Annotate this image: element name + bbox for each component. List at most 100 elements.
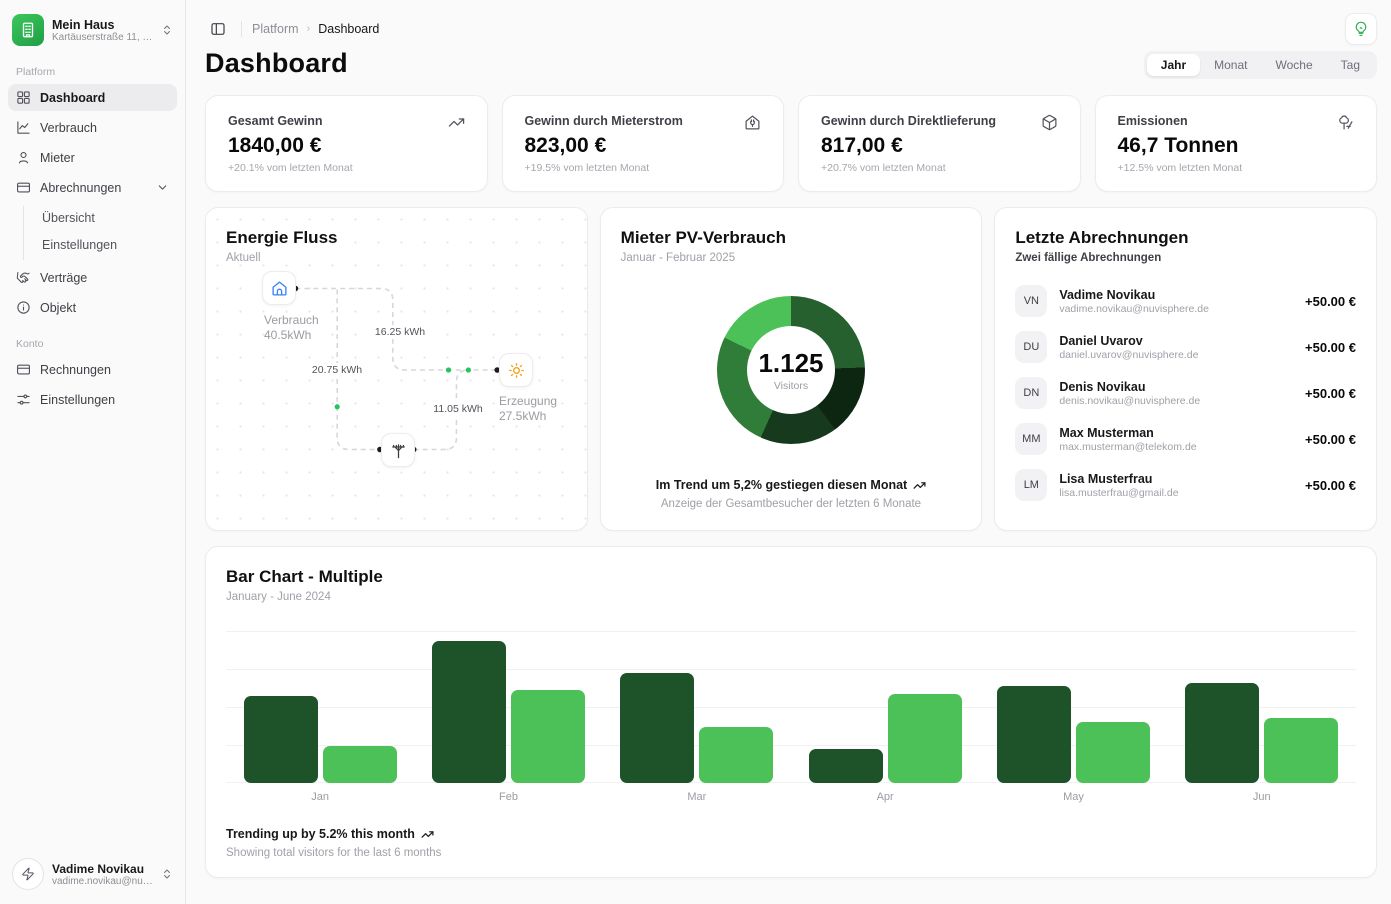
chevron-right-icon: › xyxy=(306,23,311,35)
tab-tag[interactable]: Tag xyxy=(1340,58,1360,72)
stat-value: 823,00 € xyxy=(524,134,607,157)
bar-desktop[interactable] xyxy=(243,696,318,783)
sidebar-subitem-einstellungen[interactable]: Einstellungen xyxy=(36,233,177,257)
breadcrumb: Platform › Dashboard xyxy=(252,22,379,36)
bar-desktop[interactable] xyxy=(996,685,1071,783)
generation-label: Erzeugung 27.5kWh xyxy=(499,394,558,423)
main-content: Platform › Dashboard Dashboard Jahr Mona… xyxy=(186,0,1391,904)
stat-change: +19.5% vom letzten Monat xyxy=(524,162,650,174)
generation-node[interactable] xyxy=(499,353,533,387)
energy-flow-diagram: Verbrauch 40.5kWh Erzeugung 27.5kWh 16.2… xyxy=(206,208,587,530)
stat-title: Gesamt Gewinn xyxy=(228,114,323,128)
grid-node[interactable] xyxy=(381,433,415,467)
consumption-node[interactable] xyxy=(262,271,296,305)
user-meta: Vadime Novikau vadime.novikau@nuvispher.… xyxy=(52,862,153,887)
stat-card-mieterstrom: Gewinn durch Mieterstrom 823,00 € +19.5%… xyxy=(501,95,784,192)
billing-name: Vadime Novikau xyxy=(1059,287,1156,302)
trending-up-icon xyxy=(913,479,926,492)
pv-footer-bold: Im Trend um 5,2% gestiegen diesen Monat xyxy=(655,478,908,492)
stat-change: +20.1% vom letzten Monat xyxy=(228,162,353,174)
edge-label-house-sun: 16.25 kWh xyxy=(370,325,430,339)
bar-group-jan xyxy=(243,631,397,783)
pv-card-subtitle: Januar - Februar 2025 xyxy=(620,252,736,264)
billing-amount: +50.00 € xyxy=(1305,477,1356,493)
donut-chart[interactable]: 1.125 Visitors xyxy=(716,296,865,444)
topbar-divider xyxy=(241,21,242,37)
eco-mode-button[interactable] xyxy=(1345,13,1377,45)
sidebar-item-label: Übersicht xyxy=(42,211,95,225)
bar-desktop[interactable] xyxy=(620,672,695,783)
tab-monat[interactable]: Monat xyxy=(1214,58,1248,72)
edge-label-house-grid: 20.75 kWh xyxy=(307,363,367,377)
dashboard-grid-icon xyxy=(16,90,31,105)
sidebar-item-verbrauch[interactable]: Verbrauch xyxy=(8,114,177,141)
sidebar-item-objekt[interactable]: Objekt xyxy=(8,294,177,321)
avatar: MM xyxy=(1015,423,1048,455)
pv-consumption-card: Mieter PV-Verbrauch Januar - Februar 202… xyxy=(599,207,983,531)
bar-mobile[interactable] xyxy=(510,689,585,783)
bar-desktop[interactable] xyxy=(1185,683,1260,783)
stat-title: Gewinn durch Direktlieferung xyxy=(821,114,997,128)
billing-row[interactable]: LM Lisa Musterfrau lisa.musterfrau@gmail… xyxy=(1015,462,1356,508)
tab-jahr[interactable]: Jahr xyxy=(1146,54,1201,76)
sidebar-item-label: Einstellungen xyxy=(40,392,116,407)
bar-chart-plot xyxy=(226,631,1356,783)
sidebar-subitem-uebersicht[interactable]: Übersicht xyxy=(36,206,177,230)
billing-email: vadime.novikau@nuvisphere.de xyxy=(1059,302,1209,315)
bar-mobile[interactable] xyxy=(322,745,397,783)
title-row: Dashboard Jahr Monat Woche Tag xyxy=(205,48,1377,79)
topbar: Platform › Dashboard xyxy=(205,13,1377,45)
bar-chart-subtitle: January - June 2024 xyxy=(226,591,331,603)
avatar: DN xyxy=(1015,377,1048,409)
building-icon xyxy=(12,14,44,46)
billing-amount: +50.00 € xyxy=(1305,293,1356,309)
sidebar-item-vertraege[interactable]: Verträge xyxy=(8,264,177,291)
chevrons-up-down-icon xyxy=(161,24,173,36)
month-label: Mar xyxy=(687,791,707,803)
sidebar-toggle-button[interactable] xyxy=(205,16,231,42)
stat-cards-row: Gesamt Gewinn 1840,00 € +20.1% vom letzt… xyxy=(205,95,1377,192)
sidebar-item-mieter[interactable]: Mieter xyxy=(8,144,177,171)
bar-footer-bold: Trending up by 5.2% this month xyxy=(226,827,415,841)
bar-mobile[interactable] xyxy=(1264,717,1339,783)
eco-lightbulb-icon xyxy=(1353,21,1369,37)
bar-desktop[interactable] xyxy=(808,748,883,783)
workspace-switcher[interactable]: Mein Haus Kartäuserstraße 11, 99084 E... xyxy=(8,8,177,52)
bar-desktop[interactable] xyxy=(431,640,506,783)
package-icon xyxy=(1041,114,1058,131)
sidebar-item-konto-einstellungen[interactable]: Einstellungen xyxy=(8,386,177,413)
user-email: vadime.novikau@nuvispher... xyxy=(52,875,153,887)
stat-card-gesamt-gewinn: Gesamt Gewinn 1840,00 € +20.1% vom letzt… xyxy=(205,95,488,192)
bar-chart-card: Bar Chart - Multiple January - June 2024… xyxy=(205,546,1377,878)
breadcrumb-platform[interactable]: Platform xyxy=(252,22,299,36)
billing-row[interactable]: DN Denis Novikau denis.novikau@nuvispher… xyxy=(1015,370,1356,416)
billing-subtitle: Zwei fällige Abrechnungen xyxy=(1015,252,1162,264)
user-menu[interactable]: Vadime Novikau vadime.novikau@nuvispher.… xyxy=(8,852,177,896)
sidebar-item-label: Einstellungen xyxy=(42,238,118,252)
user-icon xyxy=(16,150,31,165)
sidebar-item-rechnungen[interactable]: Rechnungen xyxy=(8,356,177,383)
sidebar-item-label: Rechnungen xyxy=(40,362,111,377)
billing-row[interactable]: VN Vadime Novikau vadime.novikau@nuvisph… xyxy=(1015,278,1356,324)
tab-woche[interactable]: Woche xyxy=(1275,58,1313,72)
billing-row[interactable]: MM Max Musterman max.musterman@telekom.d… xyxy=(1015,416,1356,462)
bar-group-may xyxy=(996,631,1150,783)
energy-flow-card: Energie Fluss Aktuell xyxy=(205,207,588,531)
month-label: Jun xyxy=(1252,791,1271,803)
bar-mobile[interactable] xyxy=(699,727,774,783)
donut-center-value: 1.125 xyxy=(758,348,824,378)
bar-group-apr xyxy=(808,631,962,783)
bar-chart-footer: Trending up by 5.2% this month Showing t… xyxy=(226,825,1356,859)
bar-group-mar xyxy=(620,631,774,783)
stat-card-direktlieferung: Gewinn durch Direktlieferung 817,00 € +2… xyxy=(798,95,1081,192)
pv-footer-muted: Anzeige der Gesamtbesucher der letzten 6… xyxy=(660,498,922,510)
bar-mobile[interactable] xyxy=(887,694,962,783)
sliders-icon xyxy=(16,392,31,407)
sidebar-item-dashboard[interactable]: Dashboard xyxy=(8,84,177,111)
nav-section-label-konto: Konto xyxy=(16,338,44,350)
donut-center-label: Visitors xyxy=(773,380,809,392)
sidebar-item-abrechnungen[interactable]: Abrechnungen xyxy=(8,174,177,201)
bar-mobile[interactable] xyxy=(1075,722,1150,783)
stat-change: +12.5% vom letzten Monat xyxy=(1117,162,1243,174)
billing-row[interactable]: DU Daniel Uvarov daniel.uvarov@nuvispher… xyxy=(1015,324,1356,370)
